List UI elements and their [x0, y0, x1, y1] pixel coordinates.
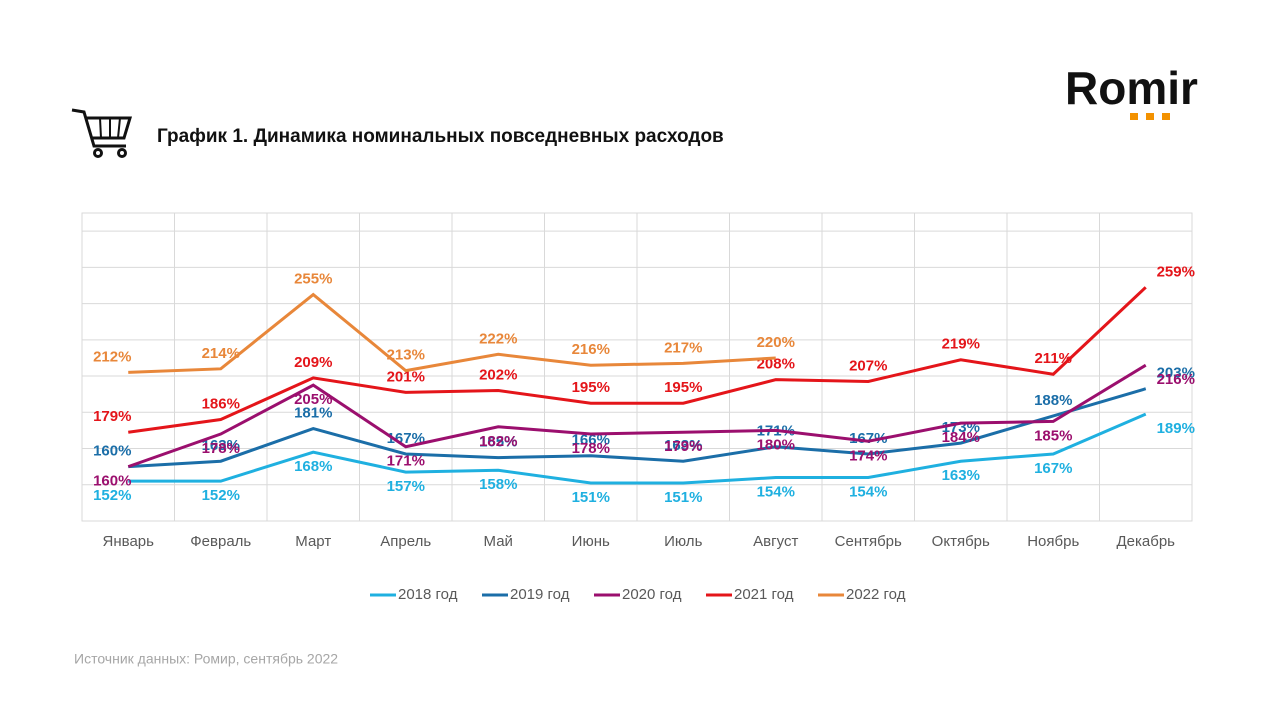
data-label: 213% — [387, 347, 425, 364]
x-tick-label: Декабрь — [1117, 533, 1176, 550]
legend-label: 2018 год — [398, 586, 458, 603]
data-label: 154% — [849, 483, 887, 500]
data-label: 160% — [93, 473, 131, 490]
data-label: 205% — [294, 391, 332, 408]
data-label: 160% — [93, 443, 131, 460]
data-label: 222% — [479, 330, 517, 347]
x-tick-label: Январь — [103, 533, 155, 550]
data-label: 167% — [849, 430, 887, 447]
data-label: 158% — [479, 476, 517, 493]
data-label: 179% — [664, 438, 702, 455]
data-label: 186% — [202, 396, 240, 413]
legend-label: 2022 год — [846, 586, 906, 603]
data-label: 163% — [942, 467, 980, 484]
data-label: 203% — [1157, 365, 1195, 382]
x-tick-label: Июль — [664, 533, 702, 550]
data-label: 188% — [1034, 392, 1072, 409]
x-tick-label: Август — [753, 533, 798, 550]
logo-dots — [1130, 113, 1170, 120]
data-label: 152% — [202, 487, 240, 504]
data-label: 212% — [93, 348, 131, 365]
x-tick-label: Февраль — [190, 533, 251, 550]
series-line — [128, 286, 1147, 434]
data-label: 180% — [757, 436, 795, 453]
x-tick-label: Март — [295, 533, 331, 550]
data-label: 216% — [1157, 371, 1195, 388]
data-label: 202% — [479, 367, 517, 384]
data-label: 259% — [1157, 263, 1195, 280]
data-label: 255% — [294, 270, 332, 287]
data-label: 182% — [479, 433, 517, 450]
chart-title: График 1. Динамика номинальных повседнев… — [157, 126, 724, 147]
data-label: 171% — [387, 453, 425, 470]
data-label: 179% — [93, 408, 131, 425]
data-label: 207% — [849, 357, 887, 374]
legend-label: 2020 год — [622, 586, 682, 603]
data-label: 216% — [572, 341, 610, 358]
data-label: 219% — [942, 336, 980, 353]
x-tick-label: Октябрь — [932, 533, 990, 550]
data-label: 184% — [942, 429, 980, 446]
data-label: 209% — [294, 354, 332, 371]
data-label: 214% — [202, 345, 240, 362]
data-label: 166% — [572, 432, 610, 449]
data-label: 151% — [664, 489, 702, 506]
data-label: 181% — [294, 405, 332, 422]
data-label: 151% — [572, 489, 610, 506]
x-tick-label: Июнь — [572, 533, 610, 550]
data-label: 165% — [479, 434, 517, 451]
data-label: 195% — [664, 379, 702, 396]
series-line — [128, 292, 776, 374]
data-label: 201% — [387, 368, 425, 385]
data-label: 168% — [294, 458, 332, 475]
legend-label: 2019 год — [510, 586, 570, 603]
x-tick-label: Сентябрь — [835, 533, 902, 550]
legend-label: 2021 год — [734, 586, 794, 603]
data-label: 163% — [664, 437, 702, 454]
logo: Romir — [1065, 62, 1198, 114]
data-label: 178% — [202, 440, 240, 457]
cart-icon — [71, 108, 133, 158]
data-label: 163% — [202, 437, 240, 454]
data-label: 189% — [1157, 420, 1195, 437]
x-tick-label: Ноябрь — [1027, 533, 1079, 550]
data-label: 185% — [1034, 427, 1072, 444]
series-line — [128, 387, 1147, 469]
data-label: 220% — [757, 334, 795, 351]
x-tick-label: Апрель — [380, 533, 431, 550]
data-label: 178% — [572, 440, 610, 457]
series-line — [128, 412, 1147, 485]
data-label: 217% — [664, 339, 702, 356]
series-line — [127, 363, 1147, 469]
data-label: 211% — [1034, 350, 1072, 367]
data-label: 195% — [572, 379, 610, 396]
data-label: 167% — [1034, 460, 1072, 477]
data-label: 174% — [849, 447, 887, 464]
source-note: Источник данных: Ромир, сентябрь 2022 — [74, 651, 338, 667]
data-label: 152% — [93, 487, 131, 504]
data-label: 154% — [757, 483, 795, 500]
data-label: 167% — [387, 430, 425, 447]
x-tick-label: Май — [484, 533, 513, 550]
data-label: 157% — [387, 478, 425, 495]
